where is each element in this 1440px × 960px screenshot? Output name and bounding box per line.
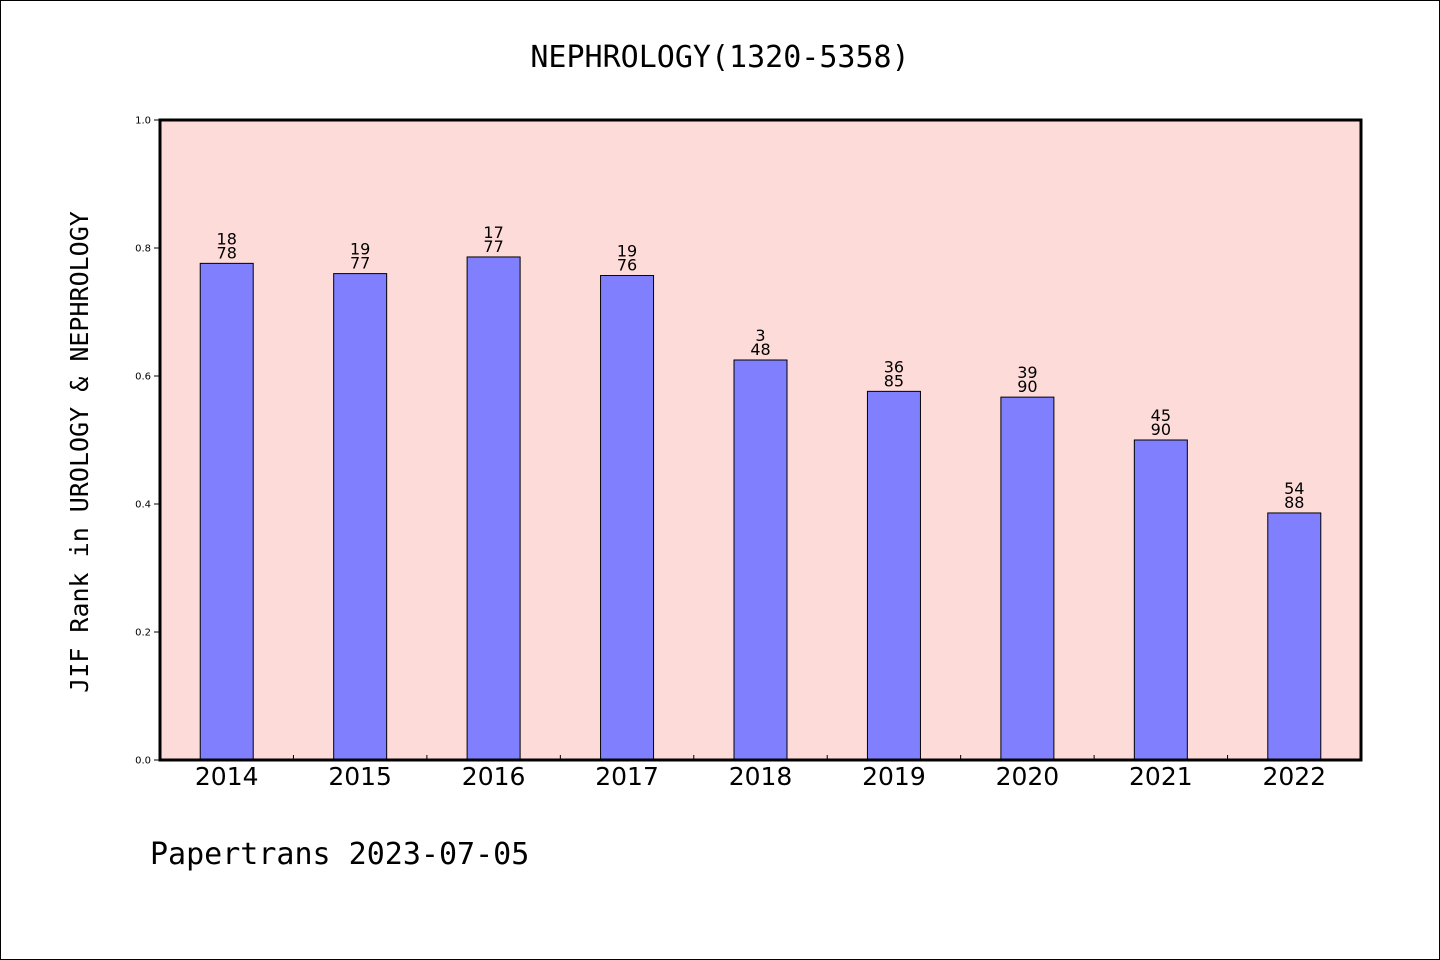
bar-label-total: 78 [217,243,237,262]
y-tick-label: 0.8 [135,244,151,255]
bar-label-rank: 18 [217,229,237,248]
chart-title: NEPHROLOGY(1320-5358) [530,40,909,75]
bar-label-total: 77 [350,254,370,273]
bar-label-rank: 45 [1151,406,1171,425]
y-axis: 0.0 0.2 0.4 0.6 0.8 1.0 [135,116,160,767]
bar-2021 [1133,439,1188,761]
bar-2015 [333,273,388,761]
bar-label-total: 85 [884,371,904,390]
plot-border [158,118,1363,762]
bar-2014 [199,262,254,761]
x-axis: 2014 2015 2016 2017 2018 2019 2020 2021 2022 [195,755,1326,791]
bar-label-total: 77 [483,237,503,256]
bar-2016 [466,256,521,761]
bar-2018 [733,359,788,761]
x-tick-label: 2021 [1129,762,1193,791]
y-tick-label: 0.2 [135,628,151,639]
bar-2020 [1000,396,1055,761]
bar-2022 [1267,512,1322,761]
bar-label-total: 76 [617,256,637,275]
bar-label-rank: 19 [350,240,370,259]
bars-group [199,256,1322,761]
bar-label-rank: 17 [483,223,503,242]
y-tick-label: 0.0 [135,756,151,767]
x-tick-label: 2018 [729,762,793,791]
x-tick-label: 2016 [462,762,526,791]
bar-2017 [600,275,655,761]
y-tick-label: 1.0 [135,116,151,127]
bar-label-total: 90 [1017,377,1037,396]
bar-label-rank: 54 [1284,479,1304,498]
y-tick-label: 0.6 [135,372,151,383]
y-axis-label: JIF Rank in UROLOGY & NEPHROLOGY [65,211,94,693]
bar-label-total: 88 [1284,493,1304,512]
x-tick-label: 2022 [1262,762,1326,791]
bar-label-rank: 3 [755,326,765,345]
x-tick-label: 2020 [996,762,1060,791]
x-tick-label: 2015 [328,762,392,791]
bar-label-total: 90 [1151,420,1171,439]
bar-label-total: 48 [750,340,770,359]
x-tick-label: 2017 [595,762,659,791]
bar-2019 [866,390,921,761]
footer-watermark: Papertrans 2023-07-05 [150,837,529,872]
bar-label-rank: 39 [1017,363,1037,382]
x-tick-label: 2019 [862,762,926,791]
y-tick-label: 0.4 [135,500,151,511]
bar-label-rank: 36 [884,357,904,376]
x-tick-label: 2014 [195,762,259,791]
bar-label-rank: 19 [617,242,637,261]
